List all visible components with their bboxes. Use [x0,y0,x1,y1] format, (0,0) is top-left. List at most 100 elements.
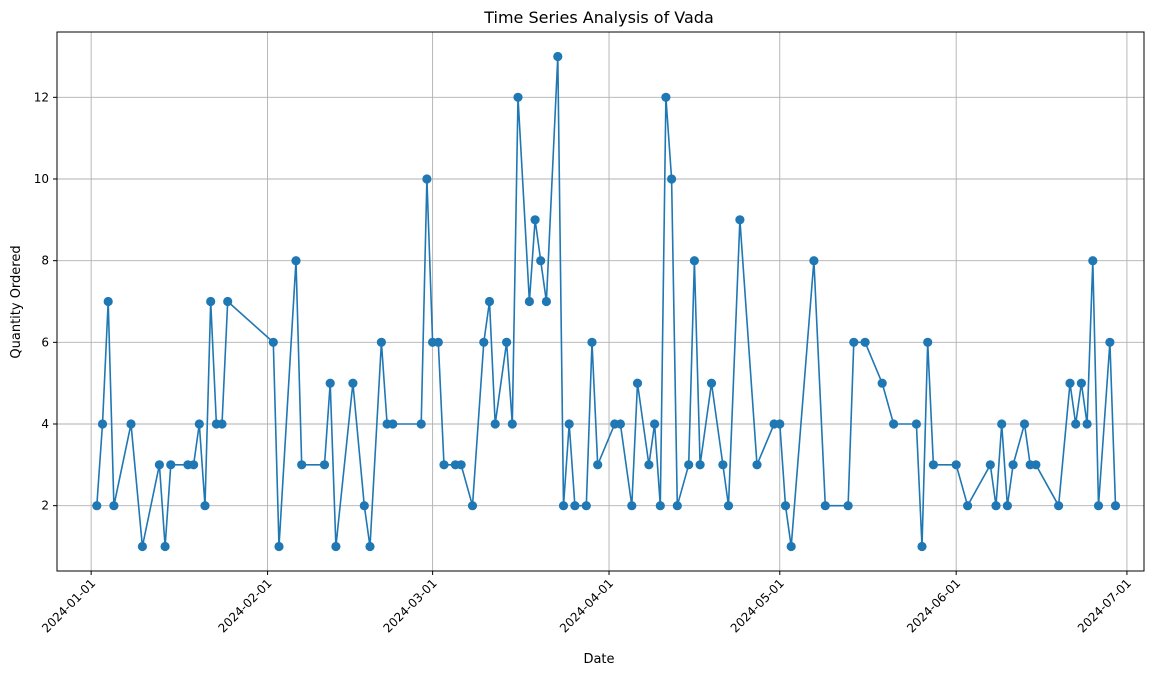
data-point [593,460,603,470]
data-point [587,337,597,347]
data-point [923,337,933,347]
y-tick-label: 10 [34,172,49,186]
data-point [376,337,386,347]
data-point [951,460,961,470]
data-point [695,460,705,470]
series-markers [92,51,1121,552]
x-tick-label: 2024-02-01 [215,576,274,635]
data-point [331,541,341,552]
data-point [217,419,227,429]
y-tick-label: 6 [41,335,49,349]
data-point [991,501,1001,511]
data-point [963,501,973,511]
grid-lines [57,32,1144,571]
data-point [1110,501,1121,511]
data-point [416,419,426,429]
data-point [200,501,210,511]
y-tick-label: 8 [41,254,49,268]
data-point [388,419,398,429]
data-point [530,215,540,225]
data-point [1002,501,1013,511]
data-point [490,419,500,429]
plot-area-frame [56,31,1145,572]
data-point [154,460,164,470]
chart-title: Time Series Analysis of Vada [483,8,714,27]
series-line [96,56,1117,547]
x-tick-label: 2024-07-01 [1075,576,1134,635]
data-point [1008,460,1018,470]
data-point [889,419,899,429]
y-tick-label: 4 [41,417,49,431]
data-point [667,174,677,184]
data-point [92,501,102,511]
data-point [439,460,449,470]
data-point [661,92,671,102]
data-point [319,460,330,470]
data-point [268,337,278,347]
data-point [655,501,665,511]
y-tick-label: 2 [41,499,49,513]
data-point [615,419,626,429]
data-point [735,215,745,225]
data-point [109,501,119,511]
data-point [456,460,466,470]
data-point [627,501,637,511]
data-point [706,378,717,388]
data-point [348,378,358,388]
data-point [1065,378,1075,388]
data-point [297,460,307,470]
data-point [723,501,734,511]
data-point [775,419,785,429]
data-point [849,337,859,347]
data-point [1105,337,1115,347]
data-point [502,337,512,347]
data-point [513,92,523,102]
data-point [877,378,887,388]
data-point [752,460,762,470]
data-point [581,501,591,511]
data-point [632,378,643,388]
data-point [189,460,199,470]
data-point [541,296,552,307]
data-point [223,296,233,307]
data-point [194,419,204,429]
data-point [553,51,563,62]
data-point [1054,501,1064,511]
data-point [126,419,136,429]
data-point [860,337,870,347]
data-point [507,419,517,429]
data-point [780,501,791,511]
data-point [1019,419,1030,429]
data-point [928,460,939,470]
data-point [985,460,995,470]
data-point [206,296,216,307]
data-point [365,541,375,552]
data-point [524,296,535,307]
data-point [422,174,432,184]
data-point [1071,419,1081,429]
data-point [1031,460,1041,470]
data-point [820,501,830,511]
x-axis: 2024-01-01 2024-02-01 2024-03-01 2024-04-01… [39,571,1134,635]
data-point [433,337,443,347]
data-point [1088,256,1098,266]
data-point [103,296,113,307]
data-point [274,541,284,552]
data-point [467,501,478,511]
data-point [1076,378,1086,388]
data-point [644,460,654,470]
y-axis: 2 4 6 8 10 12 [34,90,57,513]
data-point [325,378,335,388]
data-point [1093,501,1104,511]
data-point [689,256,700,266]
x-axis-label: Date [583,652,614,667]
data-point [160,541,170,552]
x-tick-label: 2024-05-01 [728,576,787,635]
x-tick-label: 2024-04-01 [557,576,616,635]
data-point [997,419,1007,429]
data-point [479,337,489,347]
data-point [684,460,694,470]
data-point [1082,419,1092,429]
data-point [564,419,574,429]
